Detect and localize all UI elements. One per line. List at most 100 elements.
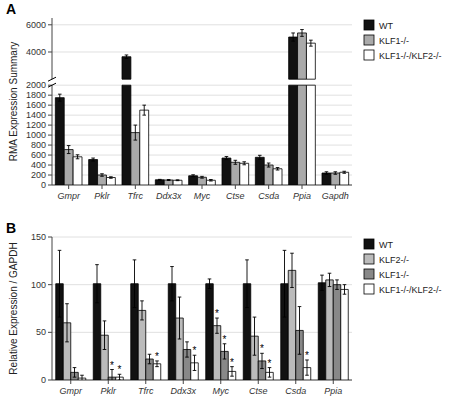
error-bar xyxy=(176,179,180,181)
y-axis-line xyxy=(52,237,53,380)
error-bar xyxy=(167,179,171,181)
y-tick xyxy=(48,51,52,52)
legend-swatch xyxy=(364,20,374,30)
x-tick-label: Pklr xyxy=(94,191,111,201)
bar xyxy=(333,285,341,380)
bar xyxy=(273,169,282,185)
panel: 050100150GmprPklrTfrcDdx3xMycCtseCsdaPpi… xyxy=(6,220,442,396)
bar xyxy=(173,180,182,185)
error-bar xyxy=(142,105,146,115)
y-tick-label: 600 xyxy=(31,150,46,160)
error-bar xyxy=(223,344,227,359)
x-tick xyxy=(302,185,303,189)
error-bar xyxy=(76,155,80,159)
error-bar xyxy=(140,301,144,320)
error-bar xyxy=(325,172,329,174)
error-bar xyxy=(335,280,339,290)
annotation: * xyxy=(223,334,227,345)
x-tick xyxy=(70,380,71,384)
x-tick xyxy=(68,185,69,189)
error-bar xyxy=(343,285,347,295)
error-bar xyxy=(191,175,195,177)
x-tick xyxy=(268,185,269,189)
annotation: * xyxy=(305,350,309,361)
y-tick xyxy=(48,165,52,166)
x-tick xyxy=(335,185,336,189)
marks xyxy=(56,250,349,380)
y-tick xyxy=(48,185,52,186)
error-bar xyxy=(215,318,219,333)
bar xyxy=(222,158,231,185)
bar xyxy=(331,173,340,185)
error-bar xyxy=(276,168,280,170)
axis-break xyxy=(48,77,56,81)
bar xyxy=(231,162,240,185)
bar xyxy=(306,43,315,185)
error-bar xyxy=(328,273,332,286)
bar xyxy=(206,180,215,185)
x-tick xyxy=(220,380,221,384)
error-bar xyxy=(290,253,294,287)
panel-title: A xyxy=(6,1,16,17)
y-tick xyxy=(48,380,52,381)
bar xyxy=(326,280,334,380)
legend-label: KLF1-/- xyxy=(379,270,409,280)
bar xyxy=(55,98,64,185)
bar xyxy=(140,110,149,185)
y-tick-label: 1600 xyxy=(26,100,46,110)
error-bar xyxy=(230,367,234,377)
legend-swatch xyxy=(364,269,374,279)
bar xyxy=(240,163,249,185)
error-bar xyxy=(133,260,137,308)
error-bar xyxy=(148,354,152,364)
y-tick xyxy=(48,332,52,333)
x-tick xyxy=(135,185,136,189)
legend-swatch xyxy=(364,254,374,264)
x-tick xyxy=(202,185,203,189)
error-bar xyxy=(258,155,262,159)
y-tick-label: 200 xyxy=(31,170,46,180)
y-tick-label: 400 xyxy=(31,160,46,170)
x-tick-label: Ctse xyxy=(226,191,245,201)
bar xyxy=(73,157,82,185)
axis-break xyxy=(48,83,56,87)
chart: 0200400600800100012001400160018002000400… xyxy=(0,0,474,412)
annotation: * xyxy=(260,343,264,354)
x-tick xyxy=(295,380,296,384)
x-tick xyxy=(183,380,184,384)
x-tick xyxy=(102,185,103,189)
x-tick-label: Pklr xyxy=(101,386,118,396)
annotation: * xyxy=(155,351,159,362)
bar xyxy=(255,157,264,185)
x-tick-label: Csda xyxy=(258,191,279,201)
bar xyxy=(122,57,131,185)
error-bar xyxy=(300,30,304,37)
error-bar xyxy=(67,146,71,154)
x-tick-label: Myc xyxy=(213,386,230,396)
error-bar xyxy=(193,355,197,370)
error-bar xyxy=(80,375,84,380)
y-tick-label: 1200 xyxy=(26,120,46,130)
x-tick-label: Myc xyxy=(194,191,211,201)
annotation: * xyxy=(215,308,219,319)
legend: WTKLF1-/-KLF1-/-/KLF2-/- xyxy=(364,20,442,61)
y-tick-label: 0 xyxy=(41,375,46,385)
legend-label: KLF1-/-/KLF2-/- xyxy=(379,51,442,61)
bar xyxy=(138,310,146,380)
y-tick xyxy=(48,24,52,25)
panel: 0200400600800100012001400160018002000400… xyxy=(6,1,442,201)
y-tick xyxy=(48,155,52,156)
bar xyxy=(213,326,221,380)
error-bar xyxy=(268,368,272,378)
y-tick-label: 1800 xyxy=(26,90,46,100)
y-tick xyxy=(48,105,52,106)
y-tick xyxy=(48,237,52,238)
y-axis-label: RMA Expression Summary xyxy=(8,42,19,161)
error-bar xyxy=(242,162,246,165)
y-tick-label: 4000 xyxy=(26,47,46,57)
error-bar xyxy=(320,275,324,290)
error-bar xyxy=(267,163,271,167)
error-bar xyxy=(125,55,129,59)
grid-line xyxy=(52,237,352,238)
y-tick xyxy=(48,115,52,116)
